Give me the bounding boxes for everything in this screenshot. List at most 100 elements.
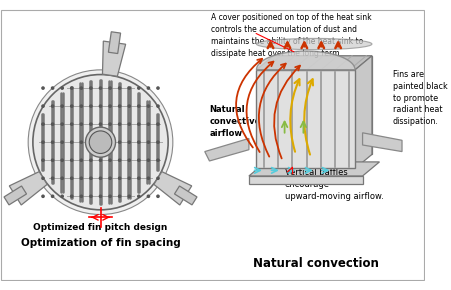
Circle shape (118, 195, 120, 197)
Ellipse shape (256, 38, 371, 50)
Circle shape (109, 159, 111, 161)
Circle shape (99, 141, 101, 143)
Circle shape (80, 123, 82, 125)
Circle shape (80, 159, 82, 161)
Circle shape (109, 177, 111, 180)
Circle shape (128, 159, 130, 161)
Circle shape (109, 87, 111, 89)
Polygon shape (174, 186, 197, 205)
Circle shape (138, 177, 140, 180)
FancyArrowPatch shape (290, 79, 299, 152)
Circle shape (85, 127, 115, 157)
Circle shape (118, 159, 120, 161)
Circle shape (89, 131, 111, 153)
Polygon shape (354, 56, 371, 168)
Circle shape (138, 195, 140, 197)
Circle shape (147, 123, 149, 125)
Circle shape (99, 105, 101, 107)
Circle shape (99, 159, 101, 161)
Circle shape (90, 141, 92, 143)
Circle shape (80, 141, 82, 143)
Circle shape (156, 177, 159, 180)
Text: Natural
convective
airflow: Natural convective airflow (209, 105, 260, 138)
Circle shape (33, 75, 168, 210)
Circle shape (42, 195, 44, 197)
Circle shape (80, 87, 82, 89)
Circle shape (118, 177, 120, 180)
Polygon shape (153, 172, 191, 205)
Circle shape (51, 105, 54, 107)
Circle shape (138, 141, 140, 143)
Polygon shape (9, 172, 47, 205)
Circle shape (147, 141, 149, 143)
Circle shape (147, 159, 149, 161)
FancyArrowPatch shape (304, 79, 312, 155)
Circle shape (138, 159, 140, 161)
Circle shape (90, 159, 92, 161)
Polygon shape (256, 70, 354, 168)
Circle shape (80, 195, 82, 197)
Circle shape (42, 105, 44, 107)
Circle shape (70, 195, 73, 197)
Circle shape (51, 177, 54, 180)
Circle shape (90, 105, 92, 107)
Polygon shape (102, 41, 125, 76)
Text: Optimization of fin spacing: Optimization of fin spacing (21, 238, 180, 248)
Circle shape (118, 123, 120, 125)
Circle shape (128, 177, 130, 180)
Circle shape (70, 123, 73, 125)
Circle shape (156, 141, 159, 143)
FancyArrowPatch shape (258, 64, 285, 157)
Text: Optimized fin pitch design: Optimized fin pitch design (33, 223, 167, 232)
Circle shape (118, 105, 120, 107)
Circle shape (61, 87, 63, 89)
Circle shape (61, 141, 63, 143)
Circle shape (156, 195, 159, 197)
Circle shape (28, 70, 172, 215)
Circle shape (61, 123, 63, 125)
Circle shape (42, 159, 44, 161)
Text: A cover positioned on top of the heat sink
controls the accumulation of dust and: A cover positioned on top of the heat si… (211, 14, 371, 58)
Circle shape (128, 195, 130, 197)
Circle shape (51, 195, 54, 197)
Circle shape (99, 123, 101, 125)
Text: Fins are
painted black
to promote
radiant heat
dissipation.: Fins are painted black to promote radian… (392, 70, 446, 126)
Circle shape (51, 87, 54, 89)
Circle shape (138, 105, 140, 107)
Circle shape (61, 159, 63, 161)
Circle shape (70, 87, 73, 89)
Circle shape (128, 105, 130, 107)
Circle shape (51, 123, 54, 125)
Circle shape (90, 195, 92, 197)
Circle shape (99, 195, 101, 197)
Circle shape (128, 141, 130, 143)
Circle shape (128, 123, 130, 125)
FancyArrowPatch shape (246, 62, 273, 152)
Circle shape (42, 141, 44, 143)
Circle shape (70, 105, 73, 107)
Polygon shape (204, 138, 249, 161)
Circle shape (90, 87, 92, 89)
Polygon shape (4, 186, 27, 205)
Circle shape (61, 177, 63, 180)
Circle shape (128, 87, 130, 89)
Circle shape (156, 159, 159, 161)
Polygon shape (273, 56, 371, 154)
Circle shape (90, 123, 92, 125)
Circle shape (42, 177, 44, 180)
Polygon shape (256, 51, 354, 70)
Circle shape (109, 141, 111, 143)
Circle shape (90, 177, 92, 180)
Polygon shape (249, 176, 362, 184)
Circle shape (156, 123, 159, 125)
Circle shape (156, 105, 159, 107)
FancyArrowPatch shape (273, 66, 299, 158)
FancyArrowPatch shape (235, 59, 262, 148)
Circle shape (61, 195, 63, 197)
Circle shape (99, 87, 101, 89)
Circle shape (109, 105, 111, 107)
Circle shape (70, 159, 73, 161)
Circle shape (61, 105, 63, 107)
Circle shape (109, 195, 111, 197)
Circle shape (109, 123, 111, 125)
